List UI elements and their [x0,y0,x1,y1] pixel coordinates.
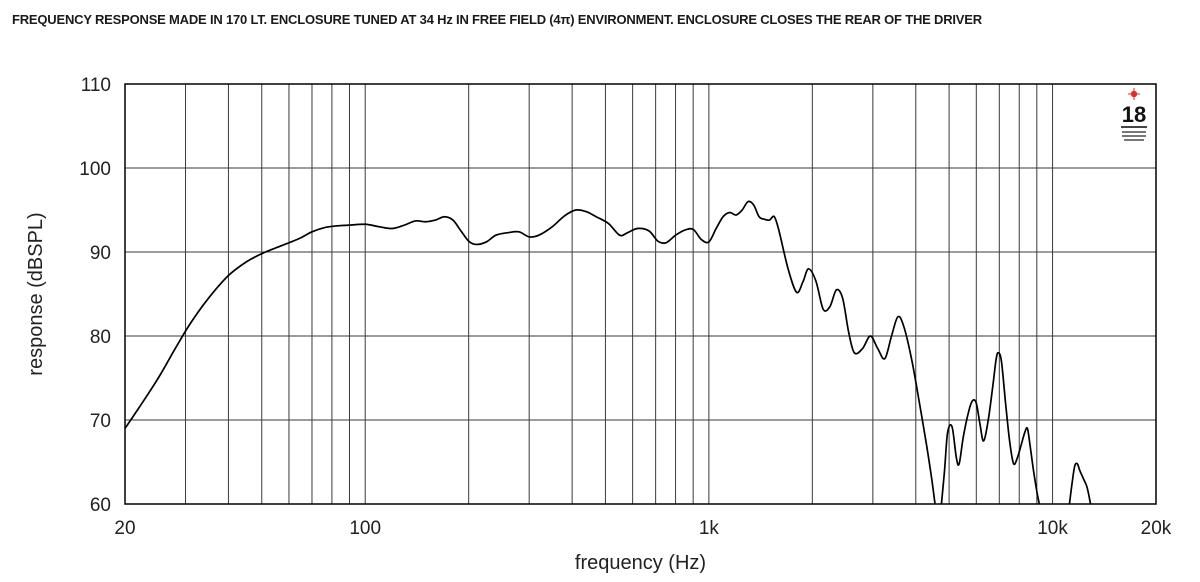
x-tick-label: 100 [349,518,381,539]
y-tick-label: 110 [81,75,111,96]
grid [125,84,1156,504]
y-tick-label: 60 [90,495,111,516]
logo-text-line [1122,131,1146,133]
chart-title: FREQUENCY RESPONSE MADE IN 170 LT. ENCLO… [12,12,982,27]
x-tick-label: 10k [1037,518,1068,539]
brand-logo: 18 [1121,88,1147,141]
logo-text-line [1122,135,1146,137]
response-line-segment [124,200,936,505]
response-line-segment [1068,462,1092,505]
logo-divider [1121,126,1147,128]
x-tick-label: 20 [114,518,135,539]
x-axis-label: frequency (Hz) [575,552,706,574]
response-curve [124,200,1092,505]
y-tick-label: 100 [79,159,111,180]
x-tick-label: 1k [699,518,720,539]
y-tick-label: 80 [90,327,111,348]
y-axis-label: response (dBSPL) [25,212,47,375]
y-tick-label: 90 [90,243,111,264]
response-line-segment [940,351,1041,505]
logo-number-18: 18 [1122,102,1146,127]
logo-text-line [1124,139,1144,141]
y-tick-label: 70 [90,411,111,432]
plot-frame [124,83,1157,505]
tick-labels: 60 70 80 90 100 110 20 100 1k 10k 20k [79,75,1172,539]
x-tick-label: 20k [1141,518,1172,539]
